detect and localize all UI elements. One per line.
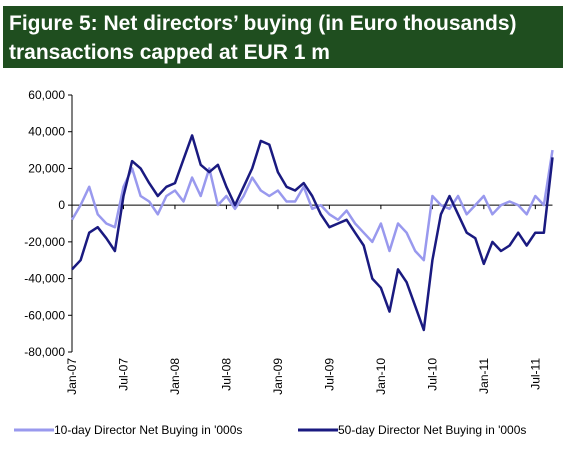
x-tick-label: Jul-09 — [322, 358, 336, 391]
y-tick-label: -80,000 — [24, 345, 65, 359]
x-tick-label: Jan-10 — [374, 358, 388, 395]
x-tick-label: Jan-08 — [168, 358, 182, 395]
x-tick-label: Jan-07 — [65, 358, 79, 395]
series-line — [70, 149, 554, 262]
x-tick-label: Jul-10 — [425, 358, 439, 391]
chart-subtitle: transactions capped at EUR 1 m — [9, 41, 330, 64]
series-line — [71, 134, 554, 332]
y-tick-label: 40,000 — [28, 125, 65, 139]
x-tick-label: Jul-08 — [219, 358, 233, 391]
x-tick-label: Jan-09 — [271, 358, 285, 395]
x-tick-label: Jul-11 — [528, 358, 542, 390]
x-tick-label: Jul-07 — [116, 358, 130, 391]
y-tick-label: -20,000 — [24, 235, 65, 249]
y-tick-label: 20,000 — [28, 161, 65, 175]
y-tick-label: -40,000 — [24, 272, 65, 286]
y-tick-label: -60,000 — [24, 308, 65, 322]
legend-label: 10-day Director Net Buying in '000s — [54, 423, 242, 437]
y-tick-label: 60,000 — [28, 88, 65, 102]
chart-title: Figure 5: Net directors’ buying (in Euro… — [9, 12, 517, 35]
y-tick-label: 0 — [58, 198, 65, 212]
legend-label: 50-day Director Net Buying in '000s — [338, 423, 526, 437]
x-tick-label: Jan-11 — [477, 358, 491, 394]
title-box: Figure 5: Net directors’ buying (in Euro… — [3, 6, 563, 68]
